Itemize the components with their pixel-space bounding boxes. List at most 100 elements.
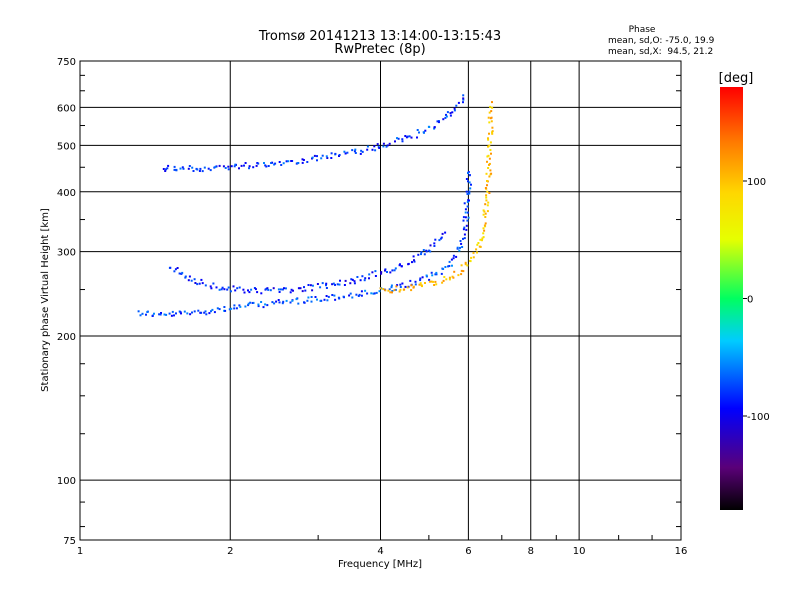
echo-point	[269, 289, 272, 292]
echo-point	[462, 101, 464, 104]
echo-point	[228, 308, 231, 311]
echo-point	[488, 192, 491, 194]
echo-point	[310, 300, 313, 303]
echo-point	[412, 286, 415, 289]
echo-point	[404, 135, 407, 137]
echo-point	[431, 274, 434, 277]
echo-point	[436, 120, 439, 123]
x-tick-label: 1	[77, 546, 83, 557]
echo-point	[398, 264, 401, 267]
echo-point	[233, 307, 236, 310]
echo-point	[465, 190, 468, 193]
echo-point	[394, 267, 397, 270]
echo-point	[385, 145, 388, 148]
echo-point	[485, 172, 488, 175]
echo-point	[218, 288, 221, 291]
echo-point	[452, 257, 455, 260]
echo-point	[281, 302, 284, 305]
echo-point	[470, 183, 472, 186]
echo-point	[187, 279, 190, 282]
echo-point	[325, 287, 328, 289]
echo-point	[194, 282, 197, 284]
echo-point	[397, 137, 400, 140]
echo-point	[160, 312, 162, 314]
echo-point	[319, 299, 322, 302]
echo-point	[438, 239, 441, 242]
y-axis-label: Stationary phase Virtual Height [km]	[40, 208, 51, 392]
echo-point	[368, 277, 370, 280]
x-tick-label: 10	[573, 546, 586, 557]
echo-point	[487, 154, 490, 157]
echo-point	[325, 284, 327, 287]
echo-point	[159, 313, 162, 316]
echo-point	[232, 285, 235, 288]
echo-point	[179, 311, 182, 314]
echo-point	[453, 270, 456, 273]
echo-point	[382, 145, 385, 148]
echo-point	[384, 289, 387, 292]
echo-point	[472, 251, 475, 254]
echo-point	[336, 283, 339, 286]
echo-point	[289, 301, 292, 304]
echo-point	[485, 196, 488, 199]
x-tick-label: 16	[675, 546, 688, 557]
echo-point	[325, 295, 328, 297]
echo-point	[482, 213, 485, 216]
echo-point	[420, 251, 423, 254]
echo-point	[338, 297, 341, 300]
echo-point	[419, 277, 422, 280]
echo-point	[307, 284, 310, 286]
echo-point	[463, 237, 466, 240]
echo-point	[401, 138, 404, 141]
echo-point	[278, 291, 281, 293]
echo-point	[440, 272, 443, 275]
echo-point	[316, 155, 318, 158]
echo-point	[290, 288, 293, 291]
echo-point	[482, 236, 485, 239]
echo-point	[167, 164, 170, 167]
echo-point	[448, 260, 451, 263]
echo-point	[353, 150, 356, 153]
echo-point	[184, 275, 187, 278]
echo-point	[394, 140, 396, 143]
echo-point	[193, 310, 196, 313]
y-tick-label: 500	[57, 141, 76, 152]
echo-point	[463, 226, 466, 229]
echo-point	[244, 162, 247, 164]
echo-point	[353, 282, 356, 285]
echo-point	[183, 310, 186, 313]
echo-point	[372, 292, 375, 295]
echo-point	[326, 157, 329, 159]
echo-point	[350, 278, 353, 281]
echo-point	[433, 242, 436, 245]
echo-point	[316, 298, 318, 301]
echo-point	[435, 283, 438, 286]
echo-point	[173, 270, 176, 273]
echo-point	[393, 289, 396, 292]
echo-point	[487, 201, 490, 204]
echo-point	[253, 287, 256, 289]
echo-point	[419, 282, 422, 285]
echo-point	[166, 167, 169, 170]
echo-point	[311, 156, 314, 159]
echo-point	[411, 261, 413, 264]
echo-point	[466, 201, 469, 203]
echo-point	[468, 192, 471, 195]
echo-point	[363, 279, 366, 282]
echo-point	[377, 145, 380, 148]
echo-point	[423, 253, 426, 256]
echo-point	[440, 236, 443, 239]
echo-point	[224, 309, 227, 312]
echo-point	[361, 275, 364, 278]
echo-point	[386, 144, 389, 147]
echo-point	[279, 288, 282, 291]
echo-point	[428, 280, 431, 283]
echo-point	[171, 310, 174, 313]
echo-point	[158, 313, 161, 316]
echo-point	[186, 312, 189, 315]
echo-point	[465, 228, 468, 231]
echo-point	[486, 210, 489, 213]
echo-point	[487, 145, 490, 148]
echo-point	[175, 312, 177, 315]
